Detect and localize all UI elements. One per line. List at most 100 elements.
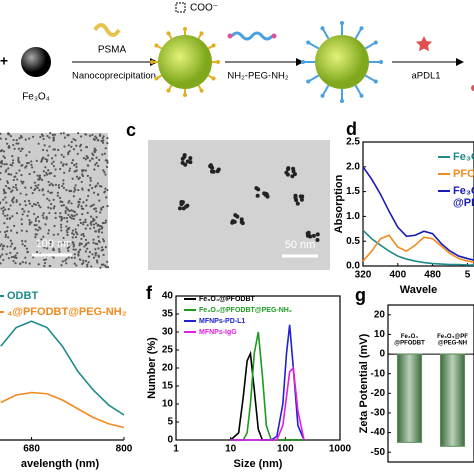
particle [97, 247, 100, 250]
particle [104, 173, 107, 176]
particle [86, 265, 89, 268]
particle [48, 199, 51, 202]
particle [2, 209, 5, 213]
particle [232, 219, 237, 224]
particle [13, 147, 16, 150]
particle [81, 262, 84, 266]
ligand [354, 84, 363, 97]
particle [35, 224, 38, 227]
particle [103, 191, 106, 194]
particle [38, 226, 41, 229]
particle [98, 228, 101, 231]
particle [7, 133, 10, 136]
particle [36, 186, 39, 189]
particle [84, 238, 88, 242]
particle [177, 206, 182, 211]
particle [2, 150, 6, 153]
particle [33, 181, 36, 184]
particle [0, 255, 2, 258]
particle [28, 262, 31, 265]
particle [50, 172, 53, 175]
particle [106, 260, 109, 263]
particle [2, 212, 5, 215]
particle [71, 159, 75, 162]
particle [33, 224, 36, 227]
particle [93, 150, 96, 154]
particle [34, 217, 38, 220]
particle [35, 251, 39, 254]
particle [104, 221, 107, 224]
particle [25, 162, 29, 165]
particle [7, 236, 10, 239]
particle [48, 264, 51, 268]
line [230, 324, 305, 441]
particle [39, 206, 42, 209]
y-tick-label: 1.0 [346, 211, 360, 222]
particle [100, 263, 103, 266]
x-tick-label: 10 [225, 444, 237, 455]
particle [100, 231, 104, 234]
particle [67, 213, 70, 216]
particle [66, 231, 69, 234]
particle [23, 200, 27, 203]
ligand-end [359, 26, 364, 31]
particle [97, 230, 101, 233]
particle [87, 255, 90, 258]
particle [0, 207, 3, 210]
particle [26, 250, 30, 254]
particle [47, 232, 50, 235]
y-tick-label: 1.5 [346, 186, 360, 197]
x-axis-label: avelength (nm) [21, 458, 100, 470]
line [362, 166, 474, 261]
particle [66, 233, 69, 237]
particles [0, 132, 110, 269]
particle [52, 148, 55, 151]
particle [36, 201, 39, 204]
ligand-end [306, 40, 311, 45]
particle [4, 196, 7, 199]
particle [67, 249, 70, 252]
particle [101, 137, 104, 140]
particle [24, 186, 27, 189]
legend-label: MFNPs-PD-L1 [199, 318, 245, 325]
particle [26, 214, 29, 217]
particle [60, 153, 63, 156]
particle [50, 162, 54, 165]
particle [62, 182, 65, 185]
particle [91, 253, 94, 256]
ligand-end [359, 93, 364, 98]
particle [81, 173, 84, 176]
particle [53, 224, 56, 228]
particle [91, 152, 94, 155]
particle [102, 253, 105, 257]
x-tick-label: 1000 [329, 444, 352, 455]
particle [67, 242, 70, 245]
particle [93, 138, 96, 142]
particle [54, 154, 57, 157]
particle [41, 148, 45, 152]
particle [2, 155, 5, 158]
particle [18, 262, 22, 265]
particle [39, 135, 42, 139]
line [230, 366, 305, 441]
particle [20, 180, 23, 183]
particle [84, 169, 87, 172]
particle [65, 229, 68, 232]
particle [48, 145, 51, 148]
particle [315, 237, 320, 242]
particle [94, 230, 98, 233]
ligand-end [320, 93, 325, 98]
particle [12, 259, 15, 263]
particle [57, 233, 60, 236]
particle [100, 246, 104, 249]
particle [90, 265, 93, 268]
particle [0, 165, 3, 168]
particle [16, 178, 19, 181]
particle [101, 153, 104, 156]
particle [87, 188, 90, 192]
antibody-label: aPDL1 [411, 71, 440, 82]
particle [38, 189, 41, 192]
particle [12, 255, 15, 258]
particle [43, 174, 46, 177]
particle [48, 184, 51, 187]
